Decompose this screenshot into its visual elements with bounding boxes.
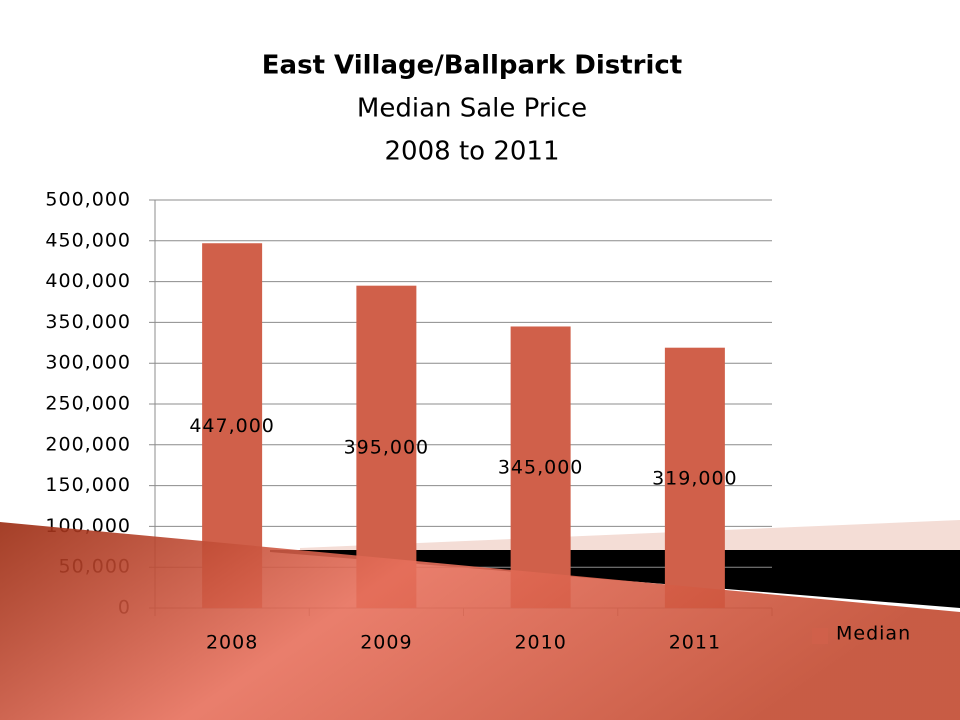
x-tick-label: 2008 (206, 632, 258, 654)
y-tick-label: 200,000 (45, 433, 131, 455)
y-tick-label: 400,000 (45, 270, 131, 292)
y-tick-label: 450,000 (45, 229, 131, 251)
labels: 2008 447,000 2009 395,000 2010 345,000 2011 319… (189, 415, 911, 654)
legend-swatch (812, 628, 828, 644)
y-tick-label: 250,000 (45, 393, 131, 415)
y-tick-label: 150,000 (45, 474, 131, 496)
deco-strip (300, 520, 960, 552)
x-tick-label: 2009 (360, 632, 412, 654)
x-tick-label: 2010 (514, 632, 566, 654)
data-label: 395,000 (344, 436, 430, 458)
y-tick-label: 350,000 (45, 311, 131, 333)
data-label: 345,000 (498, 457, 584, 479)
chart-title: 2008 to 2011 (385, 137, 560, 167)
data-label: 447,000 (189, 415, 275, 437)
x-tick-label: 2011 (669, 632, 721, 654)
deco-wedge (0, 522, 960, 720)
bar (356, 285, 417, 608)
y-tick-label: 300,000 (45, 352, 131, 374)
chart: East Village/Ballpark District Median Sal… (45, 51, 773, 619)
bar (664, 347, 725, 608)
y-tick-label: 500,000 (45, 189, 131, 211)
data-label: 319,000 (652, 467, 738, 489)
chart-title: Median Sale Price (357, 94, 587, 124)
legend-label: Median (836, 623, 911, 645)
bar (510, 326, 571, 608)
chart-title: East Village/Ballpark District (262, 51, 682, 81)
